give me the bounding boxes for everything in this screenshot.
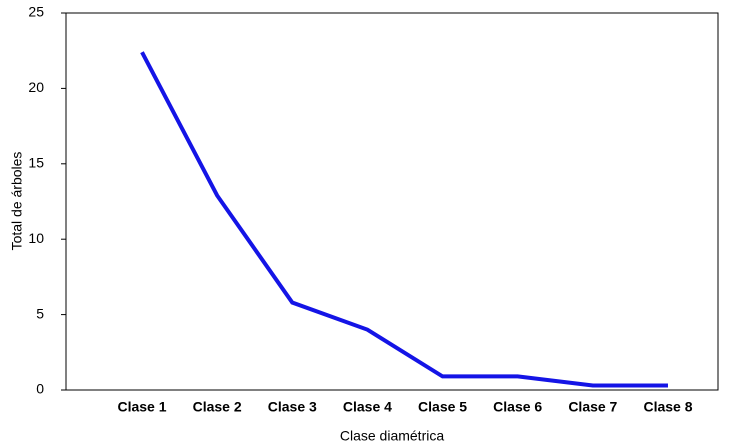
y-tick-label: 0 <box>36 381 44 397</box>
x-tick-label: Clase 4 <box>343 399 392 415</box>
x-tick-label: Clase 6 <box>493 399 542 415</box>
x-tick-label: Clase 7 <box>568 399 617 415</box>
y-tick-label: 20 <box>28 79 44 95</box>
x-tick-label: Clase 1 <box>117 399 166 415</box>
plot-frame <box>65 12 719 391</box>
y-tick-label: 5 <box>36 305 44 321</box>
x-tick-label: Clase 8 <box>643 399 692 415</box>
line <box>140 51 668 388</box>
x-tick-label: Clase 5 <box>418 399 467 415</box>
y-tick-label: 25 <box>28 4 44 20</box>
y-axis-label: Total de árboles <box>9 152 25 251</box>
x-axis-label: Clase diamétrica <box>340 428 444 444</box>
y-tick-label: 15 <box>28 155 44 171</box>
x-tick-label: Clase 3 <box>268 399 317 415</box>
x-tick-label: Clase 2 <box>193 399 242 415</box>
y-tick-label: 10 <box>28 230 44 246</box>
